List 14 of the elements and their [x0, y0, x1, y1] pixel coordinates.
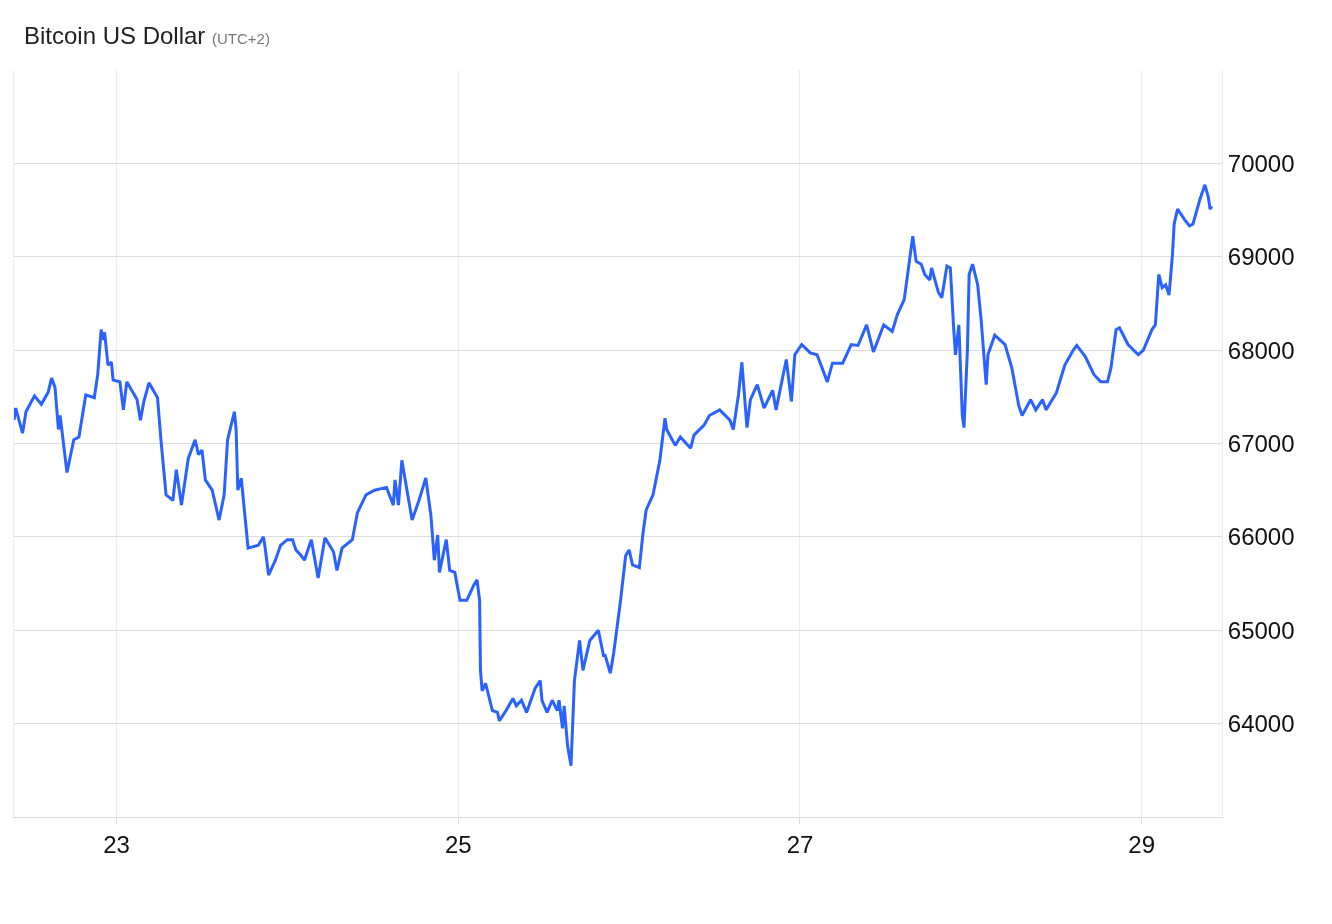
- line-series: [14, 183, 1214, 768]
- x-tick-label: 23: [103, 830, 130, 858]
- y-tick-label: 68000: [1227, 336, 1295, 364]
- x-tick-label: 25: [444, 830, 472, 858]
- x-tick-label: 29: [1128, 830, 1156, 858]
- y-tick-label: 67000: [1227, 429, 1295, 457]
- y-tick-label: 70000: [1227, 149, 1295, 177]
- y-tick-label: 66000: [1227, 523, 1295, 551]
- y-tick-label: 64000: [1227, 710, 1295, 738]
- y-tick-label: 69000: [1227, 243, 1295, 271]
- chart-subtitle: (UTC+2): [212, 29, 270, 47]
- y-tick-label: 65000: [1227, 616, 1295, 644]
- chart-title: Bitcoin US Dollar: [23, 21, 206, 49]
- x-tick-label: 27: [786, 830, 814, 858]
